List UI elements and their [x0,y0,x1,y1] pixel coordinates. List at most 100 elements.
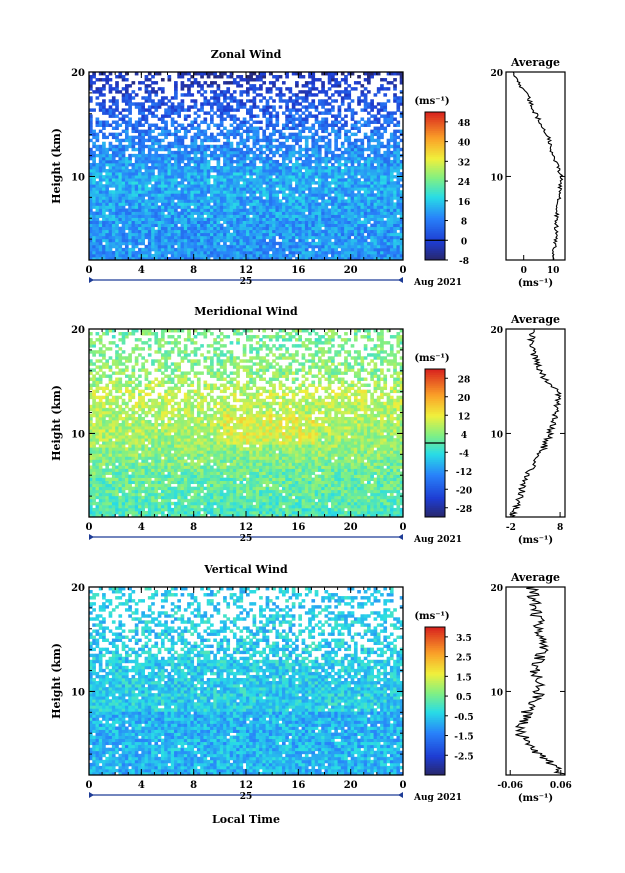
heatmap-cell [242,123,247,127]
heatmap-cell [210,150,214,155]
heatmap-cell [367,156,371,161]
heatmap-cell [298,178,302,182]
heatmap-cell [196,184,201,188]
heatmap-cell [196,217,201,221]
heatmap-cell [200,217,204,221]
heatmap-cell [141,226,145,231]
heatmap-cell [239,247,244,252]
heatmap-cell [275,162,280,167]
heatmap-cell [115,190,119,194]
heatmap-cell [360,169,365,173]
heatmap-cell [268,229,273,234]
heatmap-cell [376,223,381,228]
heatmap-cell [353,235,358,240]
heatmap-cell [389,114,394,118]
heatmap-cell [259,220,263,225]
heatmap-cell [357,205,361,209]
heatmap-cell [229,220,234,225]
heatmap-cell [246,132,250,137]
heatmap-cell [147,247,152,252]
heatmap-cell [334,138,338,143]
heatmap-cell [301,250,306,255]
heatmap-cell [370,144,374,149]
heatmap-cell [147,226,152,231]
heatmap-cell [141,190,145,194]
heatmap-cell [275,229,280,234]
heatmap-cell [157,205,162,209]
heatmap-cell [262,175,267,179]
heatmap-cell [138,172,142,176]
heatmap-cell [321,129,325,134]
heatmap-cell [340,187,345,191]
heatmap-cell [272,123,276,127]
heatmap-cell [317,150,322,155]
heatmap-cell [232,513,237,518]
heatmap-cell [389,513,394,518]
heatmap-cell [262,181,267,185]
heatmap-cell [304,93,309,97]
heatmap-cell [380,190,384,194]
heatmap-cell [177,166,181,170]
heatmap-cell [210,169,214,173]
heatmap-cell [347,229,352,234]
heatmap-cell [383,235,388,240]
heatmap-cell [157,241,162,246]
heatmap-cell [200,156,204,161]
heatmap-cell [393,205,397,209]
heatmap-cell [262,220,267,225]
heatmap-cell [291,175,296,179]
heatmap-cell [353,193,358,197]
heatmap-cell [193,159,198,164]
heatmap-cell [206,226,211,231]
heatmap-cell [232,78,237,82]
heatmap-cell [311,144,316,149]
heatmap-cell [347,253,352,258]
heatmap-cell [118,244,123,249]
heatmap-cell [295,211,299,215]
heatmap-cell [164,108,168,112]
heatmap-cell [232,108,237,112]
heatmap-cell [115,135,119,140]
heatmap-cell [200,196,204,200]
heatmap-cell [239,510,244,515]
heatmap-cell [160,223,165,228]
heatmap-cell [203,256,208,261]
heatmap-cell [288,193,293,197]
heatmap-cell [102,229,106,234]
heatmap-cell [268,169,273,173]
heatmap-cell [340,220,345,225]
heatmap-cell [324,141,329,146]
heatmap-cell [141,510,145,515]
heatmap-cell [396,150,401,155]
heatmap-cell [203,169,208,173]
heatmap-cell [206,241,211,246]
heatmap-cell [301,129,306,134]
heatmap-cell [278,132,283,137]
heatmap-cell [281,238,286,243]
heatmap-cell [249,513,253,518]
heatmap-cell [239,190,244,194]
heatmap-cell [128,159,132,164]
heatmap-cell [259,78,263,82]
heatmap-cell [298,247,302,252]
heatmap-cell [128,247,132,252]
heatmap-cell [213,138,217,143]
heatmap-cell [121,232,126,237]
heatmap-cell [396,120,401,124]
heatmap-cell [311,253,316,258]
heatmap-cell [344,132,348,137]
heatmap-cell [128,208,132,212]
heatmap-cell [367,187,371,191]
heatmap-cell [170,184,175,188]
heatmap-cell [232,169,237,173]
heatmap-cell [311,175,316,179]
heatmap-cell [213,169,217,173]
heatmap-cell [357,190,361,194]
heatmap-cell [389,150,394,155]
heatmap-cell [95,250,100,255]
heatmap-cell [373,72,378,76]
heatmap-cell [121,196,126,200]
heatmap-cell [242,199,247,203]
heatmap-cell [236,81,240,85]
heatmap-cell [236,166,240,170]
